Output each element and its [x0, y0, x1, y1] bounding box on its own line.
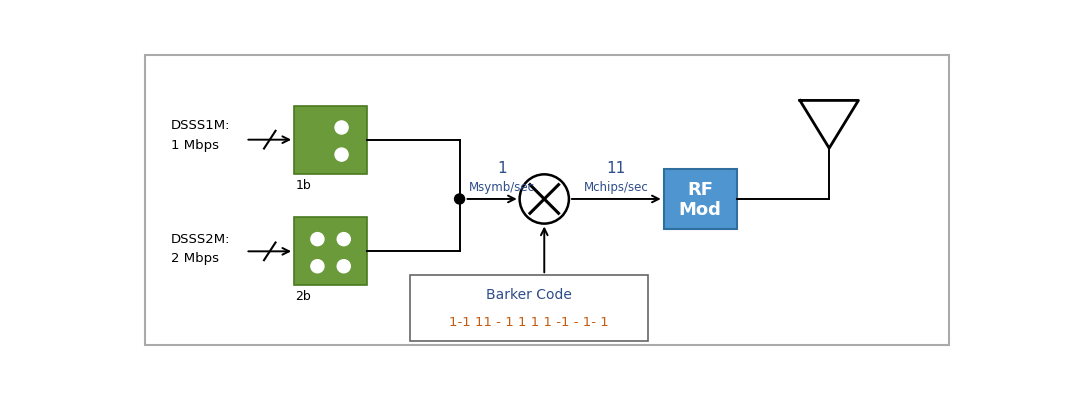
Text: Barker Code: Barker Code	[486, 288, 571, 302]
Circle shape	[337, 260, 350, 273]
Circle shape	[455, 194, 465, 204]
Circle shape	[311, 232, 324, 246]
Bar	[409, 275, 648, 341]
Bar	[294, 106, 367, 174]
Text: Mchips/sec: Mchips/sec	[584, 181, 648, 194]
Text: 11: 11	[607, 161, 626, 176]
Bar	[663, 169, 737, 229]
Text: 2b: 2b	[296, 290, 311, 303]
Text: RF: RF	[687, 181, 713, 199]
Text: 1 Mbps: 1 Mbps	[171, 139, 219, 152]
Text: 1-1 11 - 1 1 1 1 -1 - 1- 1: 1-1 11 - 1 1 1 1 -1 - 1- 1	[449, 316, 609, 329]
Text: Msymb/sec: Msymb/sec	[469, 181, 535, 194]
Circle shape	[337, 232, 350, 246]
Circle shape	[311, 260, 324, 273]
Text: 2 Mbps: 2 Mbps	[171, 252, 219, 265]
Text: DSSS1M:: DSSS1M:	[171, 119, 231, 132]
Bar	[294, 217, 367, 285]
Text: 1b: 1b	[296, 178, 311, 191]
Circle shape	[335, 148, 348, 161]
Text: 1: 1	[497, 161, 506, 176]
Text: DSSS2M:: DSSS2M:	[171, 232, 231, 245]
Circle shape	[335, 121, 348, 134]
Text: Mod: Mod	[679, 201, 722, 219]
Circle shape	[520, 174, 569, 224]
